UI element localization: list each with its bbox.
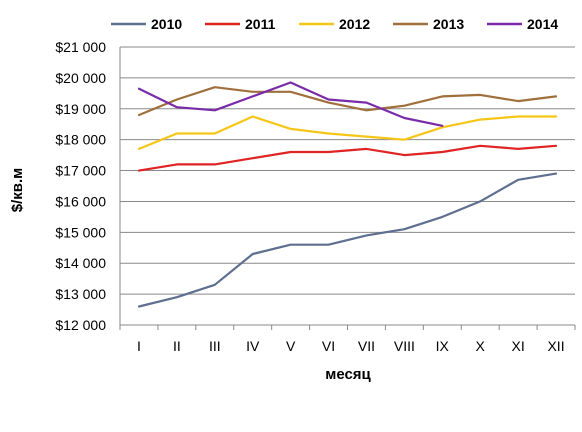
y-tick-label: $19 000 bbox=[55, 101, 106, 117]
y-tick-label: $18 000 bbox=[55, 132, 106, 148]
series-line-2014 bbox=[137, 81, 444, 127]
x-tick-label: VII bbox=[358, 338, 375, 354]
series-lines bbox=[137, 81, 558, 308]
series-line-2013 bbox=[137, 86, 558, 117]
x-tick-label: XII bbox=[547, 338, 564, 354]
axes: $12 000 $13 000 $14 000 $15 000 $16 000 $17 0… bbox=[55, 39, 576, 354]
y-tick-label: $17 000 bbox=[55, 163, 106, 179]
y-tick-label: $16 000 bbox=[55, 193, 106, 209]
y-tick-label: $14 000 bbox=[55, 255, 106, 271]
legend-label-2011: 2011 bbox=[245, 16, 276, 32]
y-tick-label: $13 000 bbox=[55, 286, 106, 302]
x-tick-label: VIII bbox=[394, 338, 415, 354]
legend: 2010 2011 2012 2013 2014 bbox=[111, 16, 558, 32]
legend-label-2014: 2014 bbox=[527, 16, 558, 32]
series-line-2010 bbox=[137, 172, 558, 308]
x-tick-label: IV bbox=[246, 338, 260, 354]
x-tick-label: I bbox=[137, 338, 141, 354]
y-tick-label: $20 000 bbox=[55, 70, 106, 86]
legend-label-2013: 2013 bbox=[433, 16, 464, 32]
y-tick-label: $15 000 bbox=[55, 224, 106, 240]
series-line-2011 bbox=[137, 144, 558, 172]
x-tick-label: VI bbox=[322, 338, 335, 354]
x-tick-label: IX bbox=[436, 338, 450, 354]
legend-label-2012: 2012 bbox=[339, 16, 370, 32]
series-line-2012 bbox=[137, 115, 558, 150]
grid-lines bbox=[120, 46, 575, 326]
x-tick-label: X bbox=[476, 338, 486, 354]
legend-label-2010: 2010 bbox=[151, 16, 182, 32]
y-tick-label: $12 000 bbox=[55, 317, 106, 333]
y-tick-label: $21 000 bbox=[55, 39, 106, 55]
x-axis-title: месяц bbox=[325, 366, 371, 383]
x-tick-label: XI bbox=[512, 338, 525, 354]
y-axis-title: $/кв.м bbox=[9, 168, 26, 213]
x-tick-label: V bbox=[286, 338, 296, 354]
x-tick-label: III bbox=[209, 338, 221, 354]
x-tick-label: II bbox=[173, 338, 181, 354]
